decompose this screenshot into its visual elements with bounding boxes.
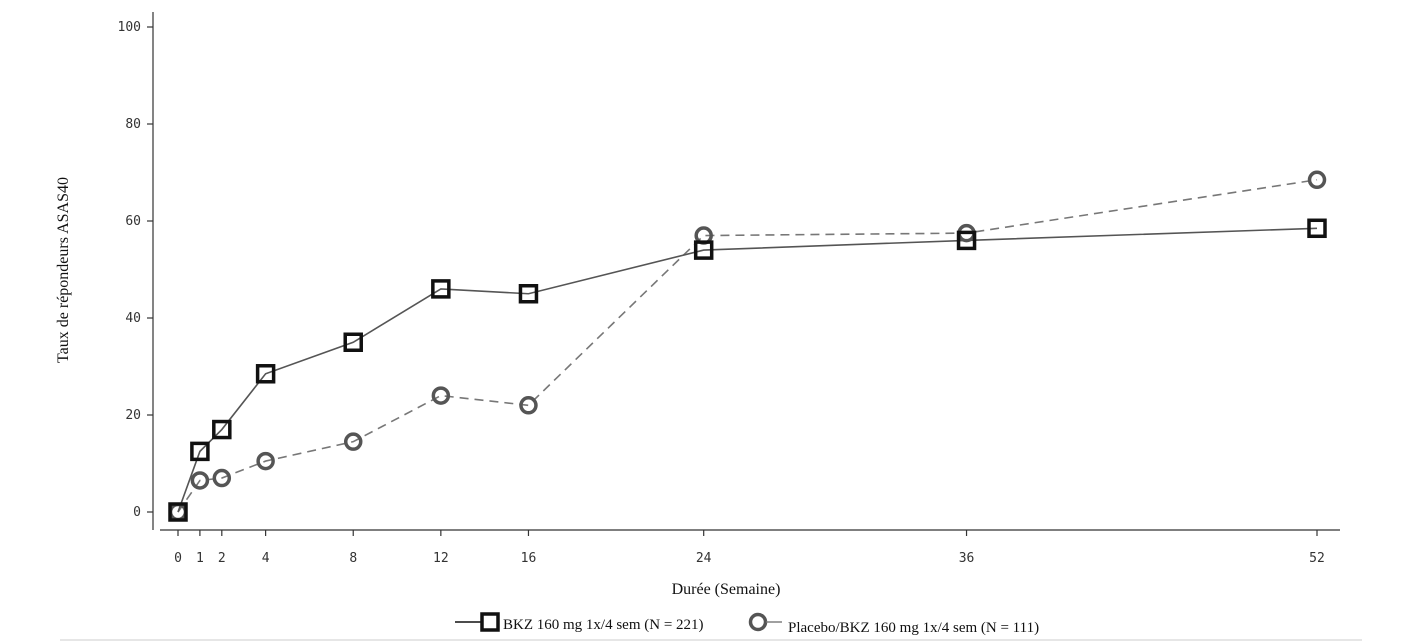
circle-point — [1307, 170, 1327, 190]
legend-label-bkz: BKZ 160 mg 1x/4 sem (N = 221) — [503, 617, 704, 633]
plot-series — [168, 170, 1327, 522]
square-point — [255, 364, 276, 384]
legend-marker-bkz — [480, 612, 500, 632]
series-line — [177, 178, 1318, 513]
x-tick-label: 12 — [433, 551, 449, 566]
y-tick-label: 60 — [125, 214, 141, 229]
legend-marker-placebo — [748, 612, 768, 632]
circle-point — [256, 451, 275, 471]
x-tick-label: 1 — [196, 551, 204, 566]
y-tick-label: 80 — [125, 117, 141, 132]
circle-point — [519, 396, 538, 415]
y-axis-title: Taux de répondeurs ASAS40 — [55, 177, 72, 363]
square-point — [431, 279, 451, 299]
y-tick-label: 100 — [118, 20, 141, 35]
x-axis: 0 1 2 4 8 12 16 24 36 52 — [160, 529, 1340, 566]
square-point — [693, 240, 714, 260]
series-line — [177, 227, 1318, 513]
x-tick-label: 8 — [349, 551, 357, 566]
square-point — [190, 441, 210, 462]
y-tick-label: 20 — [125, 408, 141, 423]
square-point — [518, 284, 539, 304]
y-tick-label: 40 — [125, 311, 141, 326]
bottom-divider — [60, 639, 1362, 641]
x-tick-label: 16 — [521, 551, 537, 566]
circle-point — [431, 386, 451, 405]
y-tick-label: 0 — [133, 505, 141, 520]
x-tick-label: 24 — [696, 551, 712, 566]
square-point — [343, 332, 363, 352]
x-axis-title: Durée (Semaine) — [672, 581, 781, 598]
square-point — [212, 419, 232, 440]
x-tick-label: 0 — [174, 551, 182, 566]
square-point — [956, 230, 977, 251]
legend: BKZ 160 mg 1x/4 sem (N = 221) Placebo/BKZ… — [455, 612, 1039, 636]
series-bkz — [168, 218, 1327, 522]
circle-point — [212, 468, 232, 488]
square-point — [1307, 218, 1327, 239]
y-axis: 0 20 40 60 80 100 — [118, 12, 154, 530]
circle-point — [343, 432, 363, 451]
legend-label-placebo: Placebo/BKZ 160 mg 1x/4 sem (N = 111) — [788, 620, 1039, 636]
circle-point — [190, 471, 210, 490]
x-tick-label: 2 — [218, 551, 226, 566]
x-tick-label: 52 — [1309, 551, 1325, 566]
x-tick-label: 36 — [959, 551, 975, 566]
square-point — [168, 502, 188, 522]
x-tick-label: 4 — [262, 551, 270, 566]
